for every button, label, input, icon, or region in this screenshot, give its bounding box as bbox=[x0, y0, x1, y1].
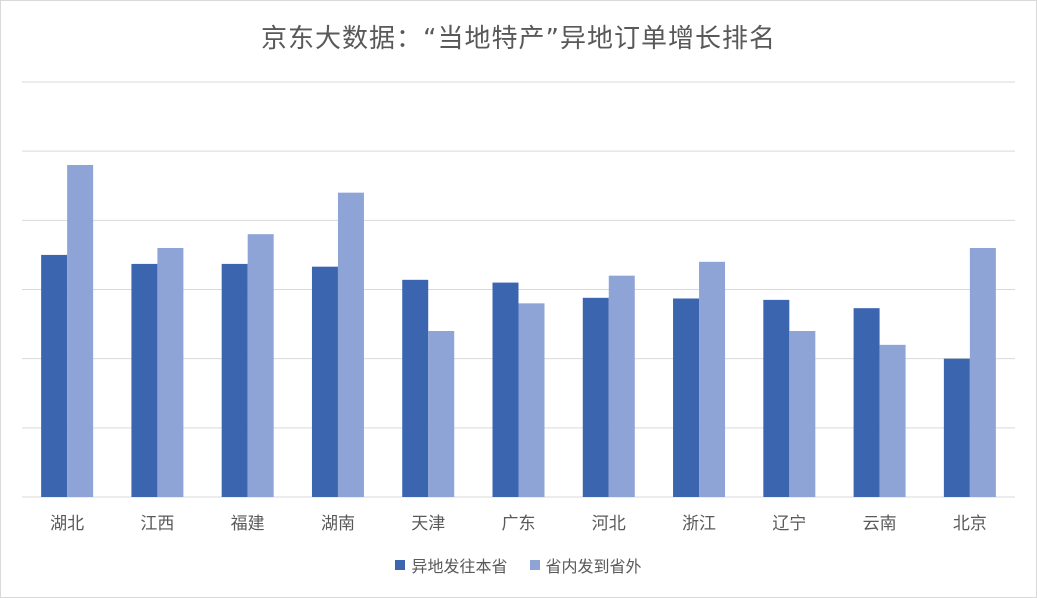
x-tick-label: 云南 bbox=[863, 514, 897, 534]
bar-1-广东 bbox=[492, 282, 519, 497]
x-tick-label: 福建 bbox=[231, 514, 265, 534]
bar-2-福建 bbox=[247, 234, 274, 497]
bar-1-河北 bbox=[582, 297, 609, 497]
bar-2-河北 bbox=[608, 275, 635, 497]
bar-1-湖北 bbox=[41, 254, 68, 497]
bar-2-北京 bbox=[969, 248, 996, 497]
bar-2-浙江 bbox=[699, 261, 726, 497]
bar-1-江西 bbox=[131, 263, 158, 497]
x-tick-label: 湖北 bbox=[50, 514, 84, 534]
bar-1-浙江 bbox=[673, 298, 700, 497]
bar-2-云南 bbox=[879, 344, 906, 497]
legend-label-series-1: 异地发往本省 bbox=[411, 557, 508, 576]
bar-2-广东 bbox=[518, 303, 545, 497]
x-tick-label: 广东 bbox=[502, 514, 536, 534]
bar-2-湖南 bbox=[337, 192, 364, 497]
bar-1-北京 bbox=[943, 358, 970, 497]
legend-swatch-series-2 bbox=[529, 560, 540, 570]
legend-label-series-2: 省内发到省外 bbox=[545, 557, 642, 576]
bar-1-湖南 bbox=[311, 266, 338, 497]
bar-2-湖北 bbox=[67, 165, 94, 497]
bar-2-天津 bbox=[428, 331, 455, 497]
chart-title: 京东大数据：“当地特产”异地订单增长排名 bbox=[261, 24, 776, 54]
bar-2-辽宁 bbox=[789, 331, 816, 497]
x-tick-label: 天津 bbox=[411, 514, 445, 534]
bar-1-辽宁 bbox=[763, 299, 790, 497]
legend-item-series-2: 省内发到省外 bbox=[529, 553, 642, 577]
x-tick-label: 北京 bbox=[953, 514, 987, 534]
x-tick-label: 河北 bbox=[592, 514, 626, 534]
legend: 异地发往本省 省内发到省外 bbox=[0, 553, 1037, 577]
x-tick-label: 浙江 bbox=[682, 514, 716, 534]
legend-swatch-series-1 bbox=[395, 560, 406, 570]
x-tick-label: 江西 bbox=[140, 514, 174, 534]
x-tick-label: 辽宁 bbox=[772, 514, 806, 534]
bar-1-云南 bbox=[853, 308, 880, 497]
bar-2-江西 bbox=[157, 248, 184, 497]
x-tick-label: 湖南 bbox=[321, 514, 355, 534]
legend-item-series-1: 异地发往本省 bbox=[395, 553, 508, 577]
bar-1-福建 bbox=[221, 263, 248, 497]
bar-1-天津 bbox=[402, 279, 429, 497]
